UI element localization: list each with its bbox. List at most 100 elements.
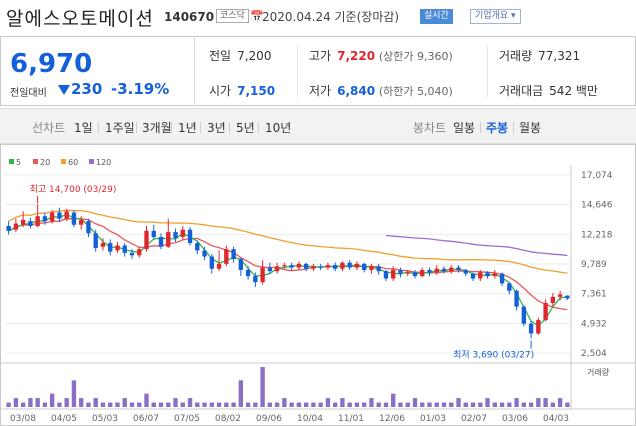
- volume-bar: [71, 380, 77, 407]
- candle-body: [565, 295, 570, 299]
- x-tick-label: 03/06: [502, 414, 528, 424]
- volume-bar: [158, 402, 164, 407]
- volume-bar: [369, 398, 374, 407]
- tab-5y[interactable]: 5년: [236, 121, 255, 135]
- current-price-panel: 6,970 전일대비 230 -3.19%: [1, 37, 195, 105]
- tab-1d[interactable]: 1일: [74, 121, 93, 135]
- candle-body: [93, 233, 98, 248]
- volume-bar: [405, 402, 410, 407]
- high-annotation: 최고 14,700 (03/29): [30, 184, 117, 195]
- ma-legend: 5 20 60 120: [9, 158, 111, 167]
- current-price: 6,970: [10, 49, 93, 79]
- volume-bar: [478, 402, 483, 407]
- x-tick-label: 10/04: [297, 414, 323, 424]
- candle-body: [434, 268, 439, 273]
- volume-bar: [49, 393, 55, 407]
- volume-bar: [340, 398, 345, 407]
- volume-bar: [253, 402, 258, 407]
- low-label: 저가: [309, 84, 332, 98]
- tab-divider: [480, 122, 481, 133]
- candle-body: [325, 265, 331, 268]
- legend-label: 60: [68, 158, 78, 167]
- candle-body: [354, 263, 360, 268]
- volume-bar: [434, 402, 439, 407]
- candle-body: [180, 229, 185, 237]
- annotations: 최고 14,700 (03/29) 최저 3,690 (03/27): [30, 184, 534, 361]
- volume-bar: [260, 367, 265, 407]
- volume-bar: [441, 402, 447, 407]
- tab-1y[interactable]: 1년: [178, 121, 197, 135]
- tab-3m[interactable]: 3개월: [142, 121, 172, 135]
- market-badge: 코스닥: [216, 9, 249, 23]
- volume-bar: [129, 402, 135, 407]
- candle-body: [28, 221, 33, 226]
- realtime-button[interactable]: 실시간: [420, 9, 453, 24]
- candle-body: [296, 263, 302, 268]
- candle-body: [521, 306, 527, 324]
- x-tick-label: 04/03: [543, 414, 569, 424]
- tab-1w[interactable]: 1주일: [105, 121, 135, 135]
- tab-daily[interactable]: 일봉: [453, 121, 476, 135]
- volume-bar: [325, 398, 331, 407]
- low-annotation: 최저 3,690 (03/27): [453, 350, 534, 361]
- tab-10y[interactable]: 10년: [265, 121, 292, 135]
- candle-body: [557, 294, 563, 297]
- candle-body: [253, 276, 258, 283]
- candle-body: [318, 266, 323, 268]
- candle-body: [49, 212, 55, 222]
- candle-body: [173, 232, 178, 239]
- volume-bar: [427, 402, 432, 407]
- candle-body: [245, 269, 251, 277]
- tab-divider: [258, 122, 259, 133]
- x-tick-label: 07/05: [174, 414, 200, 424]
- volume-bar: [231, 402, 236, 407]
- candle-body: [528, 323, 534, 334]
- x-tick-label: 12/06: [379, 414, 405, 424]
- tab-divider: [200, 122, 201, 133]
- candle-body: [267, 267, 273, 272]
- volume-bar: [565, 402, 570, 407]
- candle-body: [405, 272, 410, 274]
- candle-body: [485, 272, 490, 277]
- candle-body: [20, 219, 26, 225]
- calendar-icon: 📅: [250, 10, 264, 23]
- y-tick-label: 2,504: [581, 349, 607, 359]
- x-tick-label: 03/08: [10, 414, 36, 424]
- x-tick-label: 11/01: [338, 414, 364, 424]
- volume-bar: [296, 402, 302, 407]
- amount-value: 542 백만: [549, 84, 598, 98]
- volume-bar: [86, 402, 91, 407]
- tab-weekly[interactable]: 주봉: [486, 121, 509, 135]
- candle-body: [231, 249, 236, 259]
- candle-body: [391, 269, 396, 279]
- candle-body: [412, 272, 418, 277]
- candle-body: [100, 243, 106, 247]
- candle-body: [260, 267, 265, 283]
- stock-chart[interactable]: 5 20 60 120 최고 14,700 (03/29) 최저 3,690 (03/2…: [0, 144, 636, 426]
- axes: 17,074 14,646 12,218 9,789 7,361 4,932 2,504 거래…: [1, 165, 635, 424]
- candle-body: [137, 249, 142, 256]
- candle-body: [86, 221, 91, 234]
- price-summary: 6,970 전일대비 230 -3.19% 전일 7,200 시가 7,150 고가…: [0, 36, 636, 106]
- candle-body: [224, 249, 229, 264]
- candle-body: [115, 245, 120, 251]
- corp-info-button[interactable]: 기업개요 ▾: [470, 9, 521, 24]
- volume-value: 77,321: [538, 49, 581, 63]
- volume-bar: [274, 402, 280, 407]
- tab-3y[interactable]: 3년: [207, 121, 226, 135]
- candle-body: [470, 273, 476, 279]
- tab-monthly[interactable]: 월봉: [519, 121, 542, 135]
- high-value: 7,220: [337, 49, 376, 63]
- chart-tab-bar: 선차트 1일 1주일 3개월 1년 3년 5년 10년 봉차트 일봉 주봉 월봉: [0, 108, 636, 144]
- legend-swatch: [89, 159, 94, 164]
- ma120-line: [385, 234, 568, 257]
- legend-label: 120: [96, 158, 111, 167]
- price-change: 230: [71, 80, 103, 98]
- x-tick-label: 04/05: [51, 414, 77, 424]
- candle-body: [550, 296, 556, 303]
- candle-body: [158, 236, 164, 247]
- tab-divider: [229, 122, 230, 133]
- candle-body: [376, 266, 381, 272]
- candle-chart-label: 봉차트: [413, 121, 447, 135]
- down-triangle-icon: [58, 85, 70, 95]
